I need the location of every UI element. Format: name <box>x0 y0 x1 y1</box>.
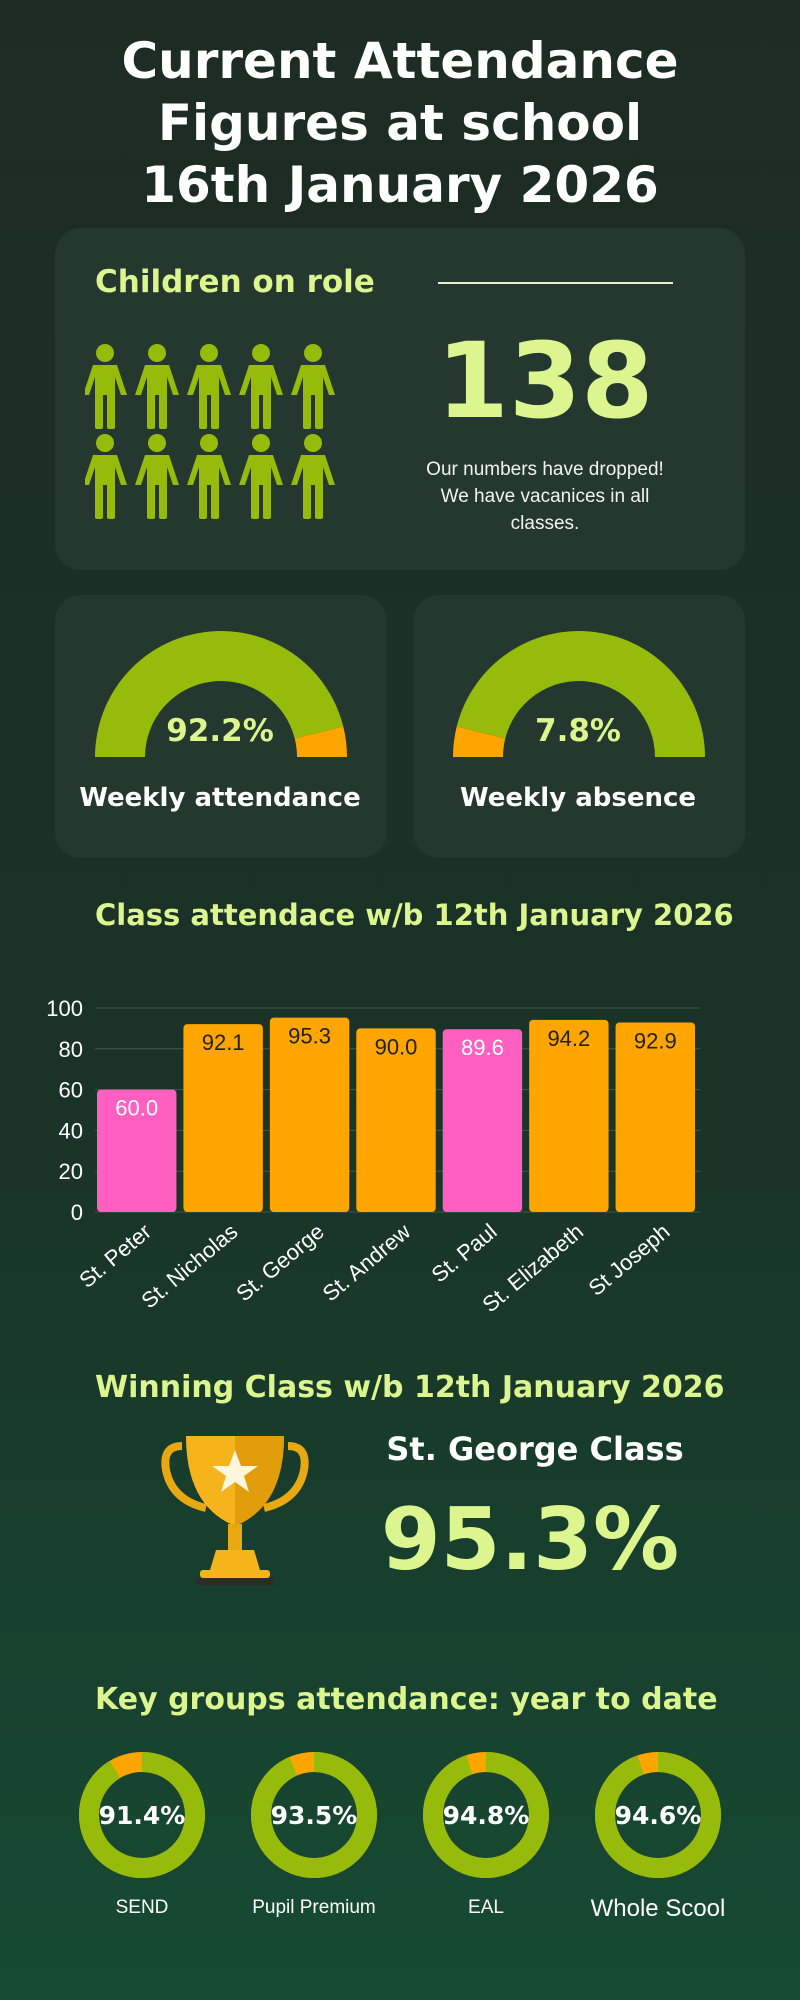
children-on-role-heading: Children on role <box>95 264 375 300</box>
donut-chart: 91.4% <box>79 1752 205 1878</box>
person-icon <box>135 344 179 429</box>
gauge-main-arc <box>95 631 344 757</box>
donut-label: Whole Scool <box>590 1895 726 1922</box>
person-icon <box>187 434 231 519</box>
gauge-rest-arc <box>456 631 705 757</box>
weekly-attendance-value: 92.2% <box>166 713 274 749</box>
donut-chart: 94.6% <box>595 1752 721 1878</box>
donut-value: 94.6% <box>615 1801 702 1830</box>
children-note: Our numbers have dropped! We have vacani… <box>385 456 705 537</box>
person-icon <box>85 434 127 519</box>
heading-divider-line <box>438 282 673 284</box>
bar-value-label: 60.0 <box>115 1096 158 1121</box>
bar <box>529 1019 609 1212</box>
children-on-role-card: Children on role 138 Our numbers have dr… <box>55 228 745 570</box>
donut-label: SEND <box>115 1897 169 1918</box>
bar <box>269 1017 350 1212</box>
class-attendance-chart: 0 20 40 60 80 100 60.0 St. Peter 92.1 St. Nichola… <box>46 996 700 1317</box>
y-tick-label: 0 <box>71 1200 83 1225</box>
donut-main-ring <box>423 1752 549 1878</box>
note-line-1: Our numbers have dropped! <box>426 459 664 480</box>
donut-main-ring <box>79 1752 205 1878</box>
class-attendance-heading: Class attendace w/b 12th January 2026 <box>95 898 734 932</box>
title-line-2: Figures at school <box>157 94 643 152</box>
y-tick-label: 80 <box>59 1037 83 1062</box>
gauge-main-arc <box>453 726 506 757</box>
people-figures <box>85 344 335 519</box>
person-icon <box>239 344 283 429</box>
person-icon <box>291 434 335 519</box>
note-line-3: classes. <box>510 513 580 534</box>
y-tick-label: 40 <box>59 1118 83 1143</box>
title-line-3: 16th January 2026 <box>141 156 659 214</box>
donut-value: 93.5% <box>271 1801 358 1830</box>
bar-value-label: 95.3 <box>288 1024 331 1049</box>
donut-chart: 94.8% <box>423 1752 549 1878</box>
bar <box>97 1089 177 1212</box>
weekly-absence-card: 7.8% Weekly absence <box>413 595 745 858</box>
bar-value-label: 90.0 <box>375 1034 418 1059</box>
bar <box>356 1028 436 1212</box>
weekly-attendance-gauge <box>95 631 347 757</box>
category-label: St Joseph <box>583 1219 674 1301</box>
trophy-icon <box>161 1436 309 1585</box>
page-title: Current Attendance Figures at school 16t… <box>0 30 800 216</box>
category-label: St. Peter <box>74 1219 156 1293</box>
key-groups-heading: Key groups attendance: year to date <box>95 1682 718 1717</box>
gauge-rest-arc <box>294 726 347 757</box>
bar-value-label: 89.6 <box>461 1035 504 1060</box>
donut-value: 91.4% <box>99 1801 186 1830</box>
category-label: St. Andrew <box>318 1219 416 1307</box>
note-line-2: We have vacanices in all <box>440 486 650 507</box>
bar <box>183 1024 263 1212</box>
bar <box>615 1022 695 1212</box>
person-icon <box>85 344 127 429</box>
donut-value: 94.8% <box>443 1801 530 1830</box>
weekly-attendance-card: 92.2% Weekly attendance <box>55 595 387 858</box>
category-label: St. Nicholas <box>136 1219 242 1314</box>
winning-class-name: St. George Class <box>386 1430 684 1468</box>
person-icon <box>135 434 179 519</box>
y-tick-label: 20 <box>59 1159 83 1184</box>
winning-class-heading: Winning Class w/b 12th January 2026 <box>95 1370 725 1405</box>
weekly-absence-label: Weekly absence <box>459 783 697 813</box>
weekly-absence-value: 7.8% <box>535 713 621 749</box>
donut-main-ring <box>595 1752 721 1878</box>
category-label: St. George <box>231 1219 329 1307</box>
donut-main-ring <box>251 1752 377 1878</box>
person-icon <box>187 344 231 429</box>
y-tick-label: 100 <box>46 996 83 1021</box>
title-line-1: Current Attendance <box>121 32 679 90</box>
weekly-absence-gauge <box>453 631 705 757</box>
donut-label: EAL <box>468 1897 504 1918</box>
winning-class-value: 95.3% <box>380 1490 680 1590</box>
person-icon <box>239 434 283 519</box>
donut-label: Pupil Premium <box>252 1897 376 1918</box>
bar-value-label: 92.9 <box>634 1028 677 1053</box>
person-icon <box>291 344 335 429</box>
children-count: 138 <box>436 320 654 442</box>
bar <box>442 1029 523 1212</box>
weekly-attendance-label: Weekly attendance <box>79 783 361 813</box>
donut-chart: 93.5% <box>251 1752 377 1878</box>
bar-value-label: 92.1 <box>202 1030 245 1055</box>
category-label: St. Paul <box>427 1219 502 1288</box>
bar-value-label: 94.2 <box>547 1026 590 1051</box>
y-tick-label: 60 <box>59 1078 83 1103</box>
